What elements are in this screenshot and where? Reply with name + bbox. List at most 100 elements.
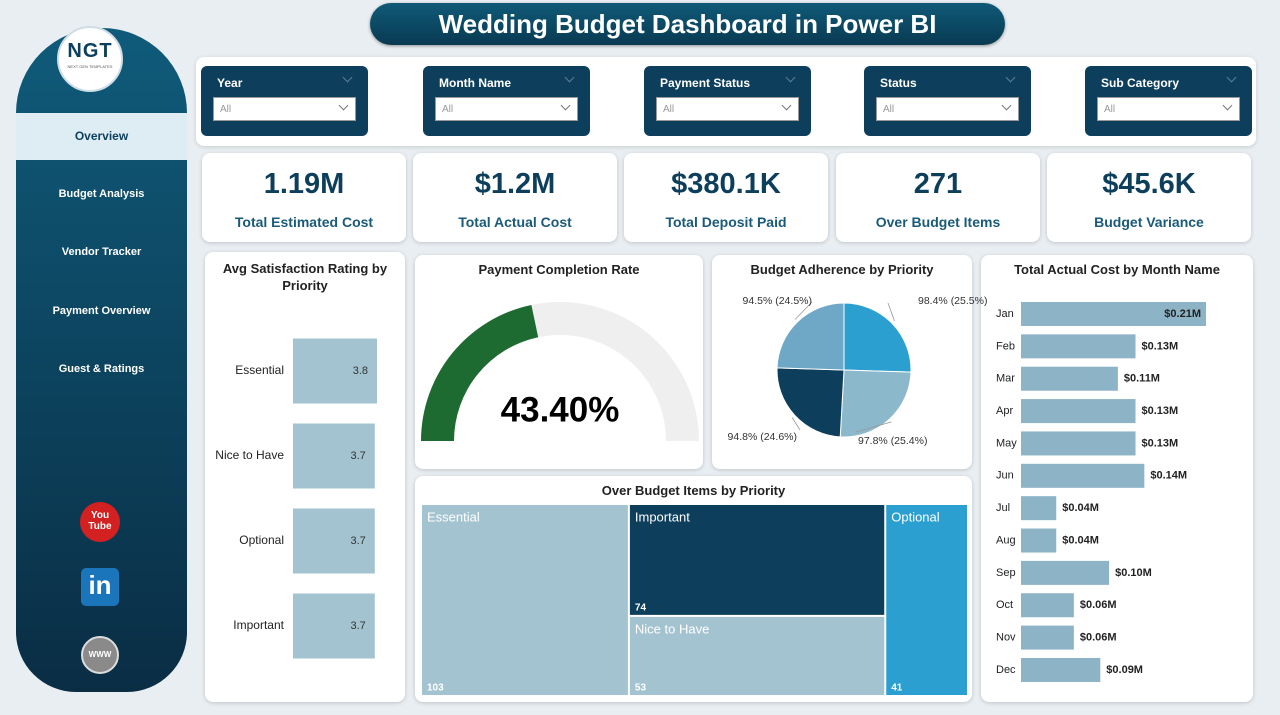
bar bbox=[1021, 366, 1118, 391]
cell-value: 41 bbox=[891, 683, 903, 694]
category-label: May bbox=[996, 437, 1017, 449]
filter-dropdown[interactable] bbox=[435, 97, 578, 121]
chart-title: Total Actual Cost by Month Name bbox=[1014, 262, 1220, 277]
kpi-card bbox=[1047, 153, 1251, 242]
category-label: Optional bbox=[239, 533, 284, 547]
kpi-value: 271 bbox=[913, 168, 963, 200]
kpi-card bbox=[836, 153, 1040, 242]
chart-title: Payment Completion Rate bbox=[478, 262, 640, 277]
logo-text: NGT bbox=[67, 40, 113, 62]
value-label: $0.21M bbox=[1164, 308, 1201, 320]
filter-label: Month Name bbox=[439, 76, 511, 90]
bar bbox=[1021, 560, 1110, 585]
category-label: Sep bbox=[996, 567, 1016, 579]
filter-dropdown[interactable] bbox=[1097, 97, 1240, 121]
chart-title: Budget Adherence by Priority bbox=[750, 262, 934, 277]
leader-line bbox=[791, 417, 801, 431]
value-label: $0.04M bbox=[1062, 534, 1099, 546]
nav-active-band bbox=[16, 113, 187, 160]
kpi-card bbox=[413, 153, 617, 242]
bar bbox=[1021, 463, 1145, 488]
value-label: $0.04M bbox=[1062, 502, 1099, 514]
bar bbox=[1021, 334, 1136, 359]
logo-circle bbox=[57, 26, 123, 92]
web-icon[interactable] bbox=[81, 636, 119, 674]
value-label: $0.13M bbox=[1142, 405, 1179, 417]
treemap-cell bbox=[629, 616, 885, 695]
bar bbox=[293, 508, 375, 574]
bar bbox=[1021, 399, 1136, 424]
page-title: Wedding Budget Dashboard in Power BI bbox=[438, 9, 937, 39]
category-label: Mar bbox=[996, 373, 1015, 385]
web-text[interactable]: WWW bbox=[88, 650, 112, 659]
pie-slice bbox=[776, 302, 845, 371]
cell-label: Essential bbox=[427, 509, 480, 524]
filter-label: Status bbox=[880, 76, 917, 90]
bar bbox=[1021, 593, 1074, 618]
filter-value: All bbox=[883, 104, 895, 115]
slice-label: 94.8% (24.6%) bbox=[728, 431, 797, 443]
kpi-value: $45.6K bbox=[1102, 168, 1196, 200]
bar bbox=[1021, 496, 1057, 521]
nav-item[interactable]: Vendor Tracker bbox=[61, 246, 142, 258]
nav-item[interactable]: Payment Overview bbox=[52, 305, 151, 317]
kpi-value: $380.1K bbox=[671, 168, 781, 200]
value-label: $0.11M bbox=[1124, 373, 1160, 385]
category-label: Feb bbox=[996, 340, 1015, 352]
category-label: Dec bbox=[996, 664, 1016, 676]
nav-item[interactable]: Overview bbox=[74, 129, 129, 143]
filter-value: All bbox=[663, 104, 675, 115]
bar bbox=[1021, 431, 1136, 456]
value-label: 3.8 bbox=[353, 365, 368, 377]
filter-label: Year bbox=[217, 76, 243, 90]
slice-label: 94.5% (24.5%) bbox=[743, 295, 812, 307]
title-bar bbox=[370, 3, 1005, 45]
pie-slice bbox=[839, 369, 912, 438]
filter-dropdown[interactable] bbox=[876, 97, 1019, 121]
bar bbox=[1021, 657, 1101, 682]
linkedin-text[interactable]: in bbox=[88, 570, 112, 600]
filter-label: Payment Status bbox=[660, 76, 751, 90]
category-label: Nice to Have bbox=[215, 448, 284, 462]
leader-line bbox=[887, 302, 895, 322]
leader-line bbox=[794, 301, 813, 320]
cell-label: Nice to Have bbox=[635, 621, 709, 636]
category-label: Oct bbox=[996, 599, 1013, 611]
category-label: Nov bbox=[996, 632, 1016, 644]
category-label: Jun bbox=[996, 470, 1014, 482]
category-label: Apr bbox=[996, 405, 1013, 417]
youtube-icon[interactable] bbox=[80, 502, 120, 542]
cell-value: 74 bbox=[635, 603, 647, 614]
category-label: Aug bbox=[996, 534, 1016, 546]
kpi-value: $1.2M bbox=[474, 168, 556, 200]
bar bbox=[293, 423, 375, 489]
youtube-text[interactable]: You Tube bbox=[88, 510, 112, 532]
slice-label: 98.4% (25.5%) bbox=[918, 295, 987, 307]
filter-label: Sub Category bbox=[1101, 76, 1180, 90]
cell-value: 53 bbox=[635, 683, 647, 694]
slice-label: 97.8% (25.4%) bbox=[858, 435, 927, 447]
kpi-value: 1.19M bbox=[263, 168, 345, 200]
nav-item[interactable]: Guest & Ratings bbox=[58, 363, 145, 375]
gauge-value bbox=[421, 304, 539, 441]
value-label: 3.7 bbox=[350, 535, 365, 547]
chart-title: Avg Satisfaction Rating by Priority bbox=[222, 261, 388, 293]
kpi-label: Total Estimated Cost bbox=[234, 214, 374, 230]
bar bbox=[1021, 528, 1057, 553]
bar bbox=[293, 338, 377, 404]
cell-label: Optional bbox=[891, 509, 940, 524]
nav-item[interactable]: Budget Analysis bbox=[58, 188, 145, 200]
bar bbox=[1021, 302, 1206, 326]
filter-dropdown[interactable] bbox=[213, 97, 356, 121]
filter-dropdown[interactable] bbox=[656, 97, 799, 121]
leader-line bbox=[855, 421, 892, 433]
category-label: Jan bbox=[996, 308, 1014, 320]
linkedin-icon[interactable] bbox=[81, 568, 119, 606]
value-label: $0.10M bbox=[1115, 567, 1152, 579]
kpi-label: Total Actual Cost bbox=[458, 214, 572, 230]
bar bbox=[1021, 625, 1074, 650]
treemap-cell bbox=[629, 505, 885, 615]
value-label: $0.13M bbox=[1142, 437, 1179, 449]
value-label: 3.7 bbox=[350, 450, 365, 462]
